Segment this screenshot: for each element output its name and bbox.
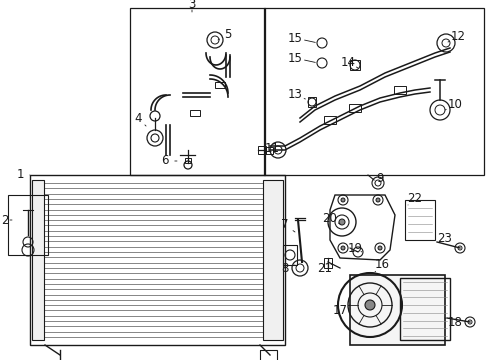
Bar — [30, 175, 285, 345]
Circle shape — [338, 219, 345, 225]
Text: 15: 15 — [287, 31, 302, 45]
Text: 20: 20 — [322, 211, 337, 225]
Bar — [8, 195, 48, 255]
Bar — [307, 97, 315, 107]
Bar — [404, 200, 434, 240]
Circle shape — [375, 198, 379, 202]
Bar — [190, 110, 200, 116]
Text: 9: 9 — [375, 171, 383, 184]
Circle shape — [377, 246, 381, 250]
Bar — [399, 278, 449, 340]
Bar — [260, 350, 276, 360]
Bar — [263, 180, 283, 340]
Text: 10: 10 — [447, 99, 462, 112]
Text: 17: 17 — [332, 303, 347, 316]
Bar — [130, 8, 264, 175]
Text: 6: 6 — [161, 154, 168, 167]
Bar — [283, 245, 296, 265]
Bar — [349, 60, 359, 70]
Text: 4: 4 — [134, 112, 142, 125]
Bar — [324, 258, 331, 268]
Text: 19: 19 — [347, 242, 362, 255]
Bar — [324, 116, 335, 124]
Bar — [215, 82, 224, 88]
Circle shape — [364, 300, 374, 310]
Text: 7: 7 — [281, 219, 288, 231]
Bar — [184, 158, 191, 163]
Text: 14: 14 — [340, 55, 355, 68]
Text: 2: 2 — [1, 213, 9, 226]
Bar — [32, 180, 44, 340]
Bar — [265, 147, 272, 154]
Text: 12: 12 — [449, 31, 465, 44]
Bar — [348, 104, 360, 112]
Bar — [258, 146, 265, 154]
Text: 5: 5 — [224, 27, 231, 40]
Circle shape — [340, 246, 345, 250]
Text: 15: 15 — [287, 51, 302, 64]
Text: 18: 18 — [447, 315, 462, 328]
Text: 11: 11 — [264, 141, 279, 154]
Circle shape — [340, 198, 345, 202]
Bar — [349, 275, 444, 345]
Text: 21: 21 — [317, 261, 332, 274]
Text: 8: 8 — [281, 261, 288, 274]
Text: 3: 3 — [188, 0, 195, 12]
Text: 1: 1 — [16, 168, 24, 181]
Text: 22: 22 — [407, 192, 422, 204]
Bar — [264, 8, 483, 175]
Text: 16: 16 — [374, 257, 389, 270]
Bar — [393, 86, 405, 94]
Text: 13: 13 — [287, 89, 302, 102]
Text: 23: 23 — [437, 231, 451, 244]
